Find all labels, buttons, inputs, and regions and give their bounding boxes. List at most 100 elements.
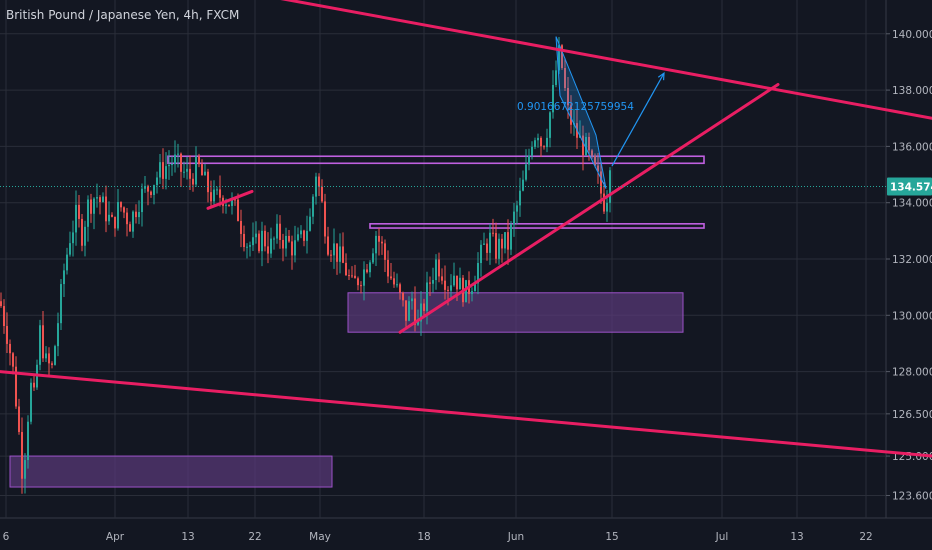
candle-body (378, 235, 380, 242)
projection-arrow-shaft (611, 72, 665, 167)
candle-body (561, 45, 563, 68)
candle-body (528, 155, 530, 165)
candle-body (246, 246, 248, 248)
price-tick-label: 123.600 (892, 490, 932, 502)
candle-body (327, 236, 329, 255)
candle-body (288, 235, 290, 242)
candle-body (555, 70, 557, 85)
candle-body (78, 204, 80, 219)
candle-body (129, 224, 131, 232)
candle-body (33, 382, 35, 388)
time-tick-label: Jul (715, 531, 729, 543)
candle-body (411, 298, 413, 302)
candle-body (531, 146, 533, 156)
time-tick-label: 13 (790, 531, 803, 543)
candle-body (237, 199, 239, 221)
candle-body (297, 234, 299, 241)
candle-body (459, 277, 461, 290)
candle-body (234, 199, 236, 201)
candle-body (522, 179, 524, 191)
candle-body (339, 246, 341, 262)
candle-body (261, 230, 263, 252)
candle-body (393, 278, 395, 285)
candle-body (363, 269, 365, 286)
candle-body (225, 204, 227, 206)
current-price-label: 134.574 (890, 182, 932, 194)
candle-body (90, 199, 92, 214)
candle-body (516, 205, 518, 212)
candle-body (396, 284, 398, 286)
candle-body (231, 199, 233, 206)
candle-body (255, 233, 257, 238)
candle-body (321, 186, 323, 202)
candle-body (384, 243, 386, 260)
candle-body (408, 301, 410, 321)
candle-body (597, 165, 599, 172)
candle-body (12, 353, 14, 367)
candle-body (39, 325, 41, 365)
candle-body (24, 460, 26, 479)
candle-body (456, 275, 458, 290)
candle-body (183, 171, 185, 173)
candle-body (201, 164, 203, 176)
trendline-short-segment (206, 189, 254, 210)
candle-body (6, 326, 8, 344)
candle-body (429, 282, 431, 284)
candle-body (372, 253, 374, 263)
candle-body (0, 301, 2, 307)
candle-body (369, 262, 371, 273)
candle-body (303, 230, 305, 241)
candle-body (312, 196, 314, 217)
candle-body (219, 189, 221, 198)
candle-body (414, 298, 416, 325)
trendline-lower-support (0, 370, 932, 458)
candle-body (474, 283, 476, 292)
candle-body (402, 292, 404, 301)
candle-body (147, 185, 149, 192)
candle-body (498, 238, 500, 259)
candle-body (180, 153, 182, 172)
candle-body (240, 220, 242, 234)
trendline-rising-support (398, 82, 780, 334)
candle-body (513, 211, 515, 225)
candle-body (3, 306, 5, 327)
candle-body (519, 190, 521, 206)
candle-body (258, 233, 260, 252)
candle-body (243, 233, 245, 248)
candle-body (420, 303, 422, 322)
time-tick-label: May (309, 531, 331, 543)
candle-body (279, 223, 281, 240)
candle-body (300, 230, 302, 235)
price-axis-pane (886, 0, 932, 550)
candle-body (96, 197, 98, 199)
candle-body (75, 204, 77, 233)
candle-body (507, 232, 509, 250)
candle-body (489, 232, 491, 253)
candle-body (186, 168, 188, 172)
price-tick-label: 140.000 (892, 29, 932, 41)
candle-body (546, 137, 548, 148)
candle-body (435, 259, 437, 281)
candle-body (594, 155, 596, 166)
candle-body (177, 153, 179, 155)
candle-body (570, 105, 572, 125)
candle-body (360, 285, 362, 287)
candle-body (120, 202, 122, 208)
candle-body (588, 136, 590, 151)
candle-body (138, 212, 140, 218)
flag-channel (555, 36, 607, 189)
candle-body (273, 238, 275, 240)
candle-body (501, 238, 503, 249)
candle-body (483, 243, 485, 245)
candle-body (351, 275, 353, 277)
candle-body (30, 382, 32, 422)
candle-body (306, 230, 308, 241)
candle-body (63, 270, 65, 285)
candle-body (375, 235, 377, 254)
time-tick-label: 22 (248, 531, 261, 543)
candle-body (450, 285, 452, 291)
candle-body (387, 259, 389, 277)
candle-body (132, 211, 134, 232)
